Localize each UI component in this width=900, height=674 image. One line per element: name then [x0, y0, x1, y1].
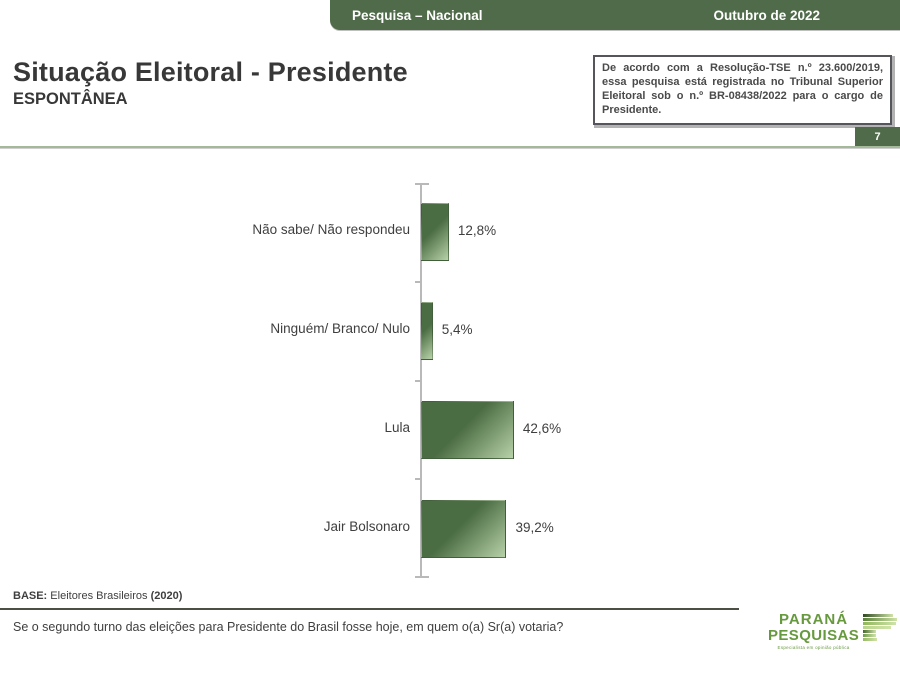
- base-year: (2020): [150, 590, 183, 602]
- header-bar: Pesquisa – Nacional Outubro de 2022: [330, 0, 900, 30]
- page-subtitle: ESPONTÂNEA: [13, 90, 128, 108]
- bar-value-label: 42,6%: [522, 420, 562, 436]
- axis-tick: [415, 379, 420, 382]
- bar-category-label: Ninguém/ Branco/ Nulo: [270, 321, 410, 337]
- base-label: BASE:: [13, 590, 48, 602]
- tse-disclaimer-box: De acordo com a Resolução-TSE n.º 23.600…: [593, 55, 892, 125]
- page-title: Situação Eleitoral - Presidente: [13, 57, 408, 87]
- header-survey-scope: Pesquisa – Nacional: [352, 7, 483, 23]
- logo-stripe: [863, 618, 898, 621]
- axis-end-tick: [420, 576, 429, 578]
- base-note: BASE: Eleitores Brasileiros (2020): [13, 590, 182, 602]
- header-divider: [0, 146, 900, 149]
- logo-stripe: [863, 638, 878, 641]
- parana-logo-mark: [863, 614, 898, 641]
- logo-stripe: [863, 622, 897, 625]
- logo-text: PARANÁ PESQUISAS Especialista em opinião…: [768, 612, 859, 651]
- logo-line2: PESQUISAS: [768, 627, 860, 644]
- bar-value-label: 12,8%: [457, 223, 497, 239]
- axis-tick: [415, 478, 420, 481]
- logo-tagline: Especialista em opinião pública: [777, 645, 850, 650]
- axis-tick: [415, 280, 420, 283]
- axis-end-tick: [420, 183, 429, 185]
- header-date: Outubro de 2022: [713, 7, 820, 23]
- bar-value-label: 5,4%: [441, 322, 473, 338]
- base-text: Eleitores Brasileiros: [47, 590, 151, 602]
- logo-stripe: [863, 614, 894, 617]
- logo-stripe: [863, 634, 877, 637]
- axis-tick: [415, 576, 420, 578]
- axis-tick: [415, 183, 420, 185]
- survey-question: Se o segundo turno das eleições para Pre…: [13, 620, 564, 634]
- bar-category-label: Lula: [384, 419, 410, 435]
- footer-divider: [0, 608, 739, 610]
- logo-stripe: [863, 626, 892, 629]
- page-number-badge: 7: [855, 127, 900, 147]
- bar: [421, 302, 433, 361]
- bar: [421, 203, 449, 262]
- bar-category-label: Jair Bolsonaro: [323, 518, 410, 534]
- bar-category-label: Não sabe/ Não respondeu: [252, 222, 410, 238]
- bar: [421, 400, 514, 459]
- bar-value-label: 39,2%: [515, 519, 554, 535]
- logo-line1: PARANÁ: [779, 611, 849, 628]
- logo-stripe: [863, 630, 877, 633]
- parana-pesquisas-logo: PARANÁ PESQUISAS Especialista em opinião…: [768, 612, 898, 651]
- category-axis: [420, 183, 422, 578]
- title-block: Situação Eleitoral - Presidente ESPONTÂN…: [13, 57, 573, 109]
- bar-chart: Não sabe/ Não respondeu 12,8% Ninguém/ Bra…: [0, 183, 900, 578]
- bar: [421, 499, 507, 558]
